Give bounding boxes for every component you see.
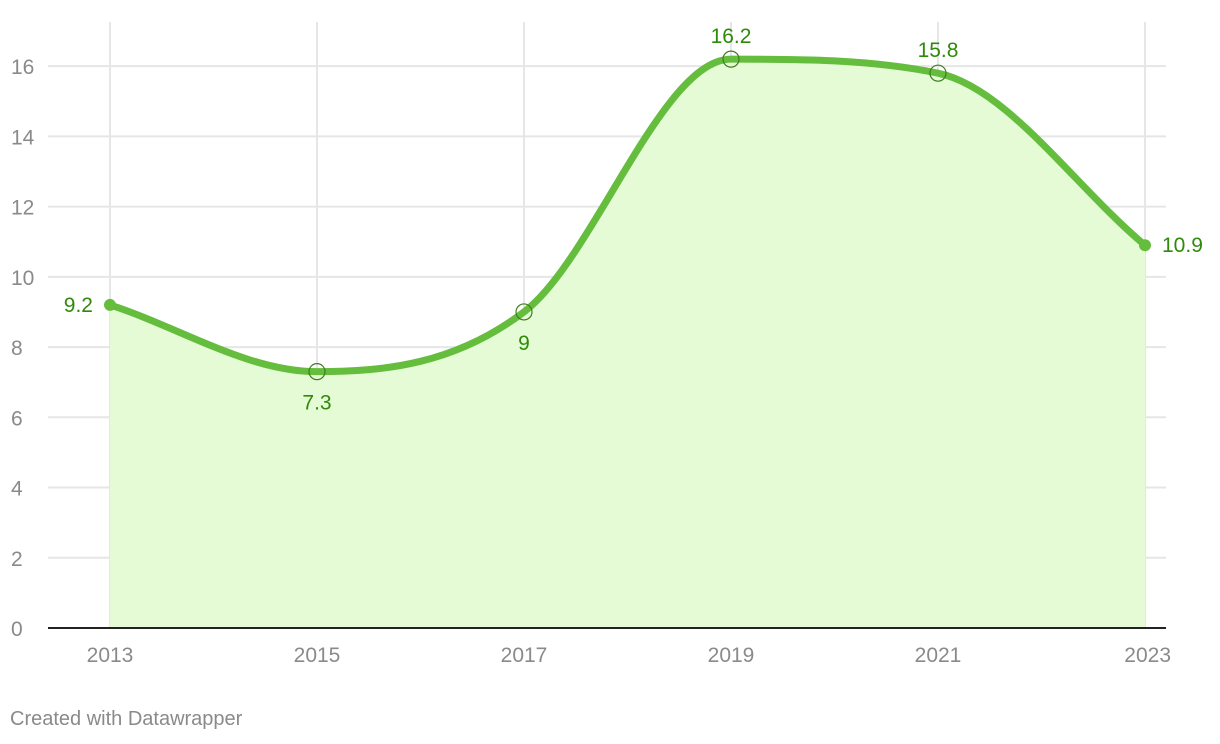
data-points-layer <box>104 50 1151 381</box>
credit-text: Created with Datawrapper <box>10 708 243 730</box>
data-label: 10.9 <box>1162 234 1203 257</box>
x-tick-label: 2015 <box>294 644 341 667</box>
area-fill-layer <box>110 59 1145 629</box>
data-label: 9.2 <box>64 294 93 317</box>
x-tick-label: 2017 <box>501 644 548 667</box>
series-line <box>106 55 1149 376</box>
series-line-layer <box>106 55 1149 376</box>
y-tick-label: 0 <box>11 618 23 641</box>
data-point <box>722 50 740 68</box>
data-point <box>104 298 116 311</box>
x-tick-label: 2023 <box>1124 644 1171 667</box>
y-tick-label: 6 <box>11 407 23 430</box>
y-tick-label: 16 <box>11 56 34 79</box>
y-tick-label: 2 <box>11 548 23 571</box>
y-tick-label: 8 <box>11 337 23 360</box>
data-point <box>308 363 326 381</box>
y-tick-label: 10 <box>11 267 34 290</box>
area-fill <box>110 59 1145 629</box>
data-label: 9 <box>518 332 530 355</box>
y-tick-label: 14 <box>11 126 35 149</box>
y-tick-label: 12 <box>11 197 34 220</box>
data-point <box>1139 239 1151 252</box>
data-point <box>515 303 533 321</box>
x-tick-label: 2021 <box>915 644 962 667</box>
data-label: 15.8 <box>918 39 959 62</box>
data-labels: 9.2 7.3 9 16.2 15.8 10.9 <box>64 25 1203 415</box>
x-tick-labels: 2013 2015 2017 2019 2021 2023 <box>87 644 1171 667</box>
data-label: 7.3 <box>302 392 331 415</box>
data-point <box>929 64 947 82</box>
y-tick-labels: 0 2 4 6 8 10 12 14 16 <box>11 56 35 641</box>
x-tick-label: 2019 <box>708 644 755 667</box>
x-tick-label: 2013 <box>87 644 134 667</box>
data-label: 16.2 <box>711 25 752 48</box>
y-tick-label: 4 <box>11 478 23 501</box>
